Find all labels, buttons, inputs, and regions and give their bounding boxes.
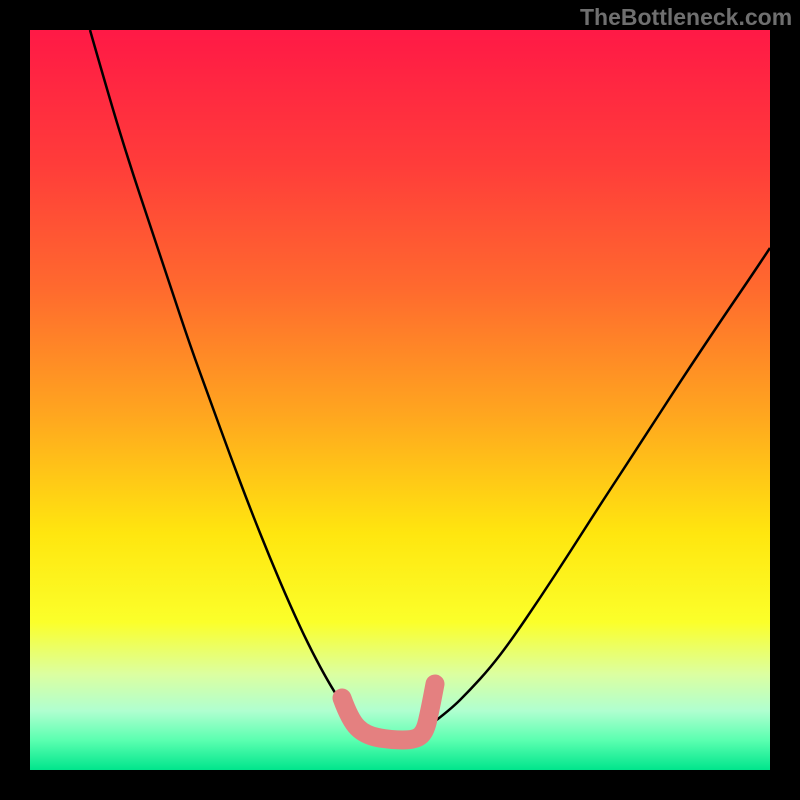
plot-area — [30, 30, 770, 770]
watermark-text: TheBottleneck.com — [580, 4, 792, 31]
gradient-background — [30, 30, 770, 770]
figure-canvas: TheBottleneck.com — [0, 0, 800, 800]
plot-svg — [30, 30, 770, 770]
